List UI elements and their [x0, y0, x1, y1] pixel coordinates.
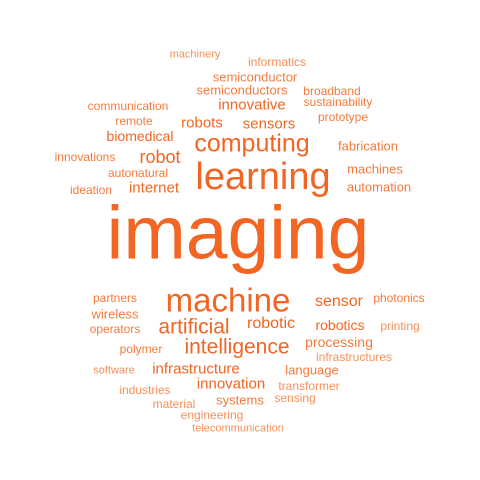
word-processing: processing — [305, 334, 373, 350]
word-polymer: polymer — [119, 342, 163, 356]
word-infrastructure: infrastructure — [152, 360, 240, 378]
word-broadband: broadband — [303, 84, 361, 98]
word-machines: machines — [347, 161, 403, 177]
word-language: language — [285, 362, 339, 378]
word-systems: systems — [216, 392, 264, 408]
word-ideation: ideation — [69, 183, 113, 197]
word-machinery: machinery — [169, 48, 221, 61]
word-imaging: imaging — [106, 190, 370, 275]
word-automation: automation — [346, 179, 412, 195]
word-material: material — [152, 397, 196, 411]
word-intelligence: intelligence — [184, 335, 290, 359]
word-informatics: informatics — [247, 55, 307, 69]
word-machine: machine — [165, 281, 291, 319]
word-photonics: photonics — [373, 291, 425, 305]
word-sustainability: sustainability — [303, 95, 373, 109]
word-infrastructures: infrastructures — [315, 350, 393, 364]
word-prototype: prototype — [317, 110, 369, 124]
word-sensor: sensor — [314, 293, 364, 310]
word-fabrication: fabrication — [338, 138, 398, 154]
word-wireless: wireless — [91, 306, 139, 322]
word-biomedical: biomedical — [106, 128, 174, 144]
word-communication: communication — [87, 99, 169, 113]
word-computing: computing — [194, 129, 310, 158]
word-robot: robot — [139, 147, 181, 167]
word-semiconductor: semiconductor — [212, 69, 298, 85]
word-robotic: robotic — [246, 315, 296, 332]
word-software: software — [93, 364, 135, 377]
word-printing: printing — [380, 319, 420, 333]
word-operators: operators — [89, 322, 141, 336]
word-robotics: robotics — [315, 317, 365, 333]
word-artificial: artificial — [158, 315, 230, 339]
word-internet: internet — [128, 179, 180, 197]
word-transformer: transformer — [278, 379, 340, 393]
word-learning: learning — [195, 156, 331, 198]
word-remote: remote — [115, 114, 153, 128]
word-telecommunication: telecommunication — [192, 422, 284, 435]
word-partners: partners — [92, 291, 138, 305]
word-industries: industries — [119, 383, 171, 397]
word-sensing: sensing — [274, 391, 316, 405]
word-semiconductors: semiconductors — [196, 82, 288, 98]
word-innovative: innovative — [218, 96, 286, 114]
word-innovation: innovation — [196, 375, 266, 393]
word-engineering: engineering — [180, 408, 244, 422]
word-innovations: innovations — [54, 150, 116, 164]
word-sensors: sensors — [242, 115, 296, 133]
word-robots: robots — [181, 114, 223, 132]
word-autonatural: autonatural — [107, 166, 169, 180]
